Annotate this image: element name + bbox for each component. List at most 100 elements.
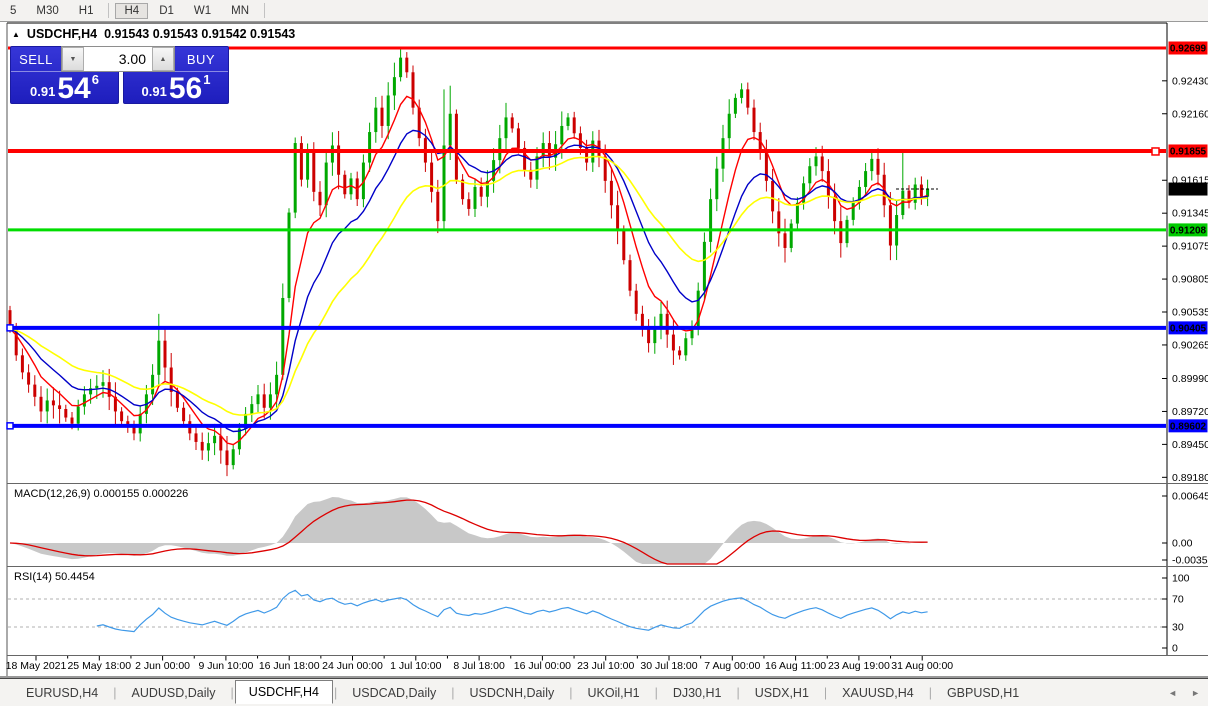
toolbar-separator (108, 3, 110, 18)
price-tick-label: 0.89180 (1172, 472, 1208, 484)
chart-tab-USDCAD[interactable]: USDCAD,Daily (352, 685, 437, 700)
timeframe-button-D1[interactable]: D1 (159, 4, 174, 17)
rsi-name: RSI(14) (14, 571, 52, 583)
timeframe-button-5[interactable]: 5 (10, 4, 17, 17)
bid-price-big: 54 (57, 72, 91, 106)
one-click-trading-panel: SELL 0.91 54 6 BUY 0.91 56 1 ▼ 3.00 ▲ (10, 46, 229, 105)
macd-histogram (10, 497, 928, 564)
chart-ohlc-values: 0.91543 0.91543 0.91542 0.91543 (104, 27, 296, 41)
chart-tab-GBPUSD[interactable]: GBPUSD,H1 (946, 685, 1020, 700)
tabs-scroll-left-icon[interactable]: ◄ (1168, 687, 1178, 698)
chart-tab-USDCNH[interactable]: USDCNH,Daily (469, 685, 555, 700)
chart-background (0, 22, 1208, 677)
price-tick-label: 0.91615 (1172, 175, 1208, 187)
svg-text:0.92699: 0.92699 (1170, 44, 1207, 55)
price-tick-label: 0.90265 (1172, 339, 1208, 351)
svg-text:30 Jul 18:00: 30 Jul 18:00 (640, 660, 697, 672)
chart-tab-DJ30[interactable]: DJ30,H1 (672, 685, 722, 700)
ask-price: 0.91 56 1 (124, 70, 228, 106)
svg-text:16 Aug 11:00: 16 Aug 11:00 (765, 660, 826, 672)
svg-text:0.91208: 0.91208 (1170, 225, 1207, 236)
tab-separator: | (230, 685, 234, 700)
price-tick-label: 0.92430 (1172, 75, 1208, 87)
timeframe-button-H4[interactable]: H4 (115, 2, 149, 19)
ma-slow-line (9, 155, 928, 416)
volume-input[interactable]: 3.00 (118, 51, 146, 67)
price-tick-label: 0.91345 (1172, 208, 1208, 220)
svg-text:1 Jul 10:00: 1 Jul 10:00 (390, 660, 442, 672)
price-badge-0.90405 (1168, 321, 1208, 335)
volume-stepper: ▼ 3.00 ▲ (61, 46, 175, 72)
hline-handle[interactable] (6, 422, 14, 430)
arrow-down-icon: ▼ (69, 55, 77, 63)
svg-text:23 Jul 10:00: 23 Jul 10:00 (577, 660, 634, 672)
tab-separator: | (451, 685, 455, 700)
volume-decrease-button[interactable]: ▼ (62, 47, 84, 71)
rsi-axis-label: 30 (1172, 622, 1184, 634)
sell-button[interactable]: SELL (11, 47, 61, 72)
price-tick-label: 0.92160 (1172, 108, 1208, 120)
time-axis-labels (35, 656, 923, 661)
price-tick-label: 0.89720 (1172, 406, 1208, 418)
svg-text:23 Aug 19:00: 23 Aug 19:00 (828, 660, 890, 672)
hline-handle[interactable] (6, 324, 14, 332)
svg-text:9 Jun 10:00: 9 Jun 10:00 (198, 660, 253, 672)
chart-tab-EURUSD[interactable]: EURUSD,H4 (26, 685, 99, 700)
price-badge-0.92699 (1168, 41, 1208, 55)
tab-separator: | (113, 685, 117, 700)
chart-tab-USDX[interactable]: USDX,H1 (754, 685, 809, 700)
tab-separator: | (569, 685, 573, 700)
chart-symbol-label: USDCHF,H4 (26, 27, 98, 41)
svg-text:0.89602: 0.89602 (1170, 421, 1207, 432)
timeframe-button-H1[interactable]: H1 (78, 4, 94, 17)
ask-price-big: 56 (168, 72, 203, 106)
timeframe-toolbar: 5 M30 H1 H4 D1 W1 MN (0, 0, 1208, 22)
chart-tab-USDCHF[interactable]: USDCHF,H4 (234, 679, 333, 704)
timeframe-button-M30[interactable]: M30 (36, 4, 59, 17)
price-tick-label: 0.91075 (1172, 241, 1208, 253)
macd-signal-line (9, 499, 928, 565)
price-badge-0.91208 (1168, 223, 1208, 237)
chart-tab-AUDUSD[interactable]: AUDUSD,Daily (131, 685, 216, 700)
chart-tab-bar: EURUSD,H4 | AUDUSD,Daily | USDCHF,H4 | USDCAD,… (0, 678, 1208, 706)
collapse-triangle-icon[interactable]: ▲ (12, 29, 20, 39)
timeframe-button-MN[interactable]: MN (231, 4, 250, 17)
chart-tab-XAUUSD[interactable]: XAUUSD,H4 (842, 685, 914, 700)
price-axis-labels (1162, 41, 1208, 478)
ma-fast-line (9, 95, 928, 446)
price-badge-0.91543 (1168, 182, 1208, 196)
svg-text:0.91855: 0.91855 (1170, 146, 1207, 157)
macd-name: MACD(12,26,9) (14, 488, 91, 500)
rsi-line (96, 589, 928, 633)
price-tick-label: 0.90535 (1172, 307, 1208, 319)
svg-text:7 Aug 00:00: 7 Aug 00:00 (704, 660, 760, 672)
rsi-axis-label: 0 (1172, 643, 1178, 655)
chart-title: ▲ USDCHF,H4 0.91543 0.91543 0.91542 0.91… (12, 27, 295, 41)
volume-increase-button[interactable]: ▲ (152, 47, 174, 71)
bid-price-pip: 6 (91, 72, 99, 87)
ask-price-pip: 1 (203, 72, 211, 87)
chart-tab-UKOil[interactable]: UKOil,H1 (587, 685, 640, 700)
rsi-axis-label: 70 (1172, 594, 1184, 606)
arrow-up-icon: ▲ (159, 55, 167, 63)
price-tick-label: 0.89990 (1172, 373, 1208, 385)
svg-text:25 May 18:00: 25 May 18:00 (67, 660, 131, 672)
ma-medium-line (9, 129, 928, 433)
hline-handle[interactable] (1151, 147, 1160, 156)
svg-text:0.90405: 0.90405 (1170, 323, 1207, 334)
sell-price-block[interactable]: SELL 0.91 54 6 (10, 46, 119, 104)
svg-text:31 Aug 00:00: 31 Aug 00:00 (891, 660, 953, 672)
tab-separator: | (928, 685, 932, 700)
svg-text:8 Jul 18:00: 8 Jul 18:00 (453, 660, 505, 672)
svg-text:16 Jun 18:00: 16 Jun 18:00 (259, 660, 320, 672)
svg-text:16 Jul 00:00: 16 Jul 00:00 (514, 660, 571, 672)
macd-axis-label: 0.006451 (1172, 491, 1208, 503)
timeframe-button-W1[interactable]: W1 (193, 4, 212, 17)
bid-price: 0.91 54 6 (11, 70, 118, 106)
tab-separator: | (823, 685, 828, 700)
buy-button[interactable]: BUY (174, 47, 228, 72)
tabs-scroll-right-icon[interactable]: ► (1191, 687, 1200, 698)
ask-price-prefix: 0.91 (141, 84, 167, 99)
